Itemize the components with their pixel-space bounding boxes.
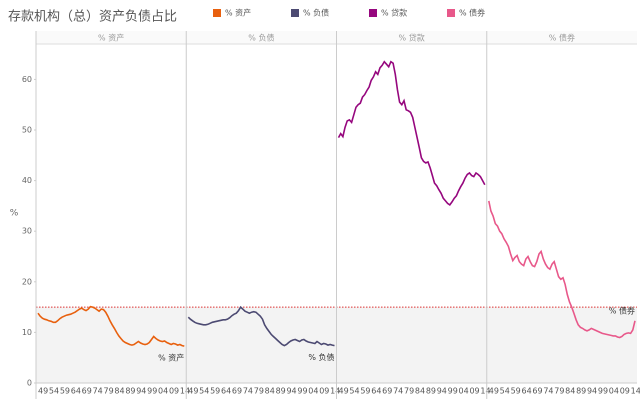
x-tick-label: 94 <box>136 387 146 396</box>
x-tick-label: 04 <box>459 387 469 396</box>
x-tick-label: 14 <box>631 387 640 396</box>
y-tick-label: 40 <box>22 176 32 185</box>
y-tick-label: 30 <box>22 227 32 236</box>
x-tick-label: 09 <box>469 387 479 396</box>
x-tick-label: 64 <box>71 387 81 396</box>
series-line <box>187 305 335 347</box>
x-tick-label: 79 <box>404 387 414 396</box>
x-tick-label: 89 <box>576 387 586 396</box>
series-line <box>37 305 185 347</box>
x-tick-label: 99 <box>598 387 608 396</box>
legend-label: % 贷款 <box>381 8 407 18</box>
legend-swatch <box>213 9 221 17</box>
y-tick-label: 60 <box>22 75 32 84</box>
x-tick-label: 09 <box>620 387 630 396</box>
x-tick-label: 84 <box>114 387 124 396</box>
x-tick-label: 54 <box>349 387 359 396</box>
x-tick-label: 59 <box>210 387 220 396</box>
series-line <box>488 200 636 339</box>
panel-header: % 资产 <box>98 33 124 43</box>
y-tick-label: 50 <box>22 126 32 135</box>
y-tick-label: 10 <box>22 328 32 337</box>
x-tick-label: 89 <box>276 387 286 396</box>
end-label: % 负债 <box>308 352 334 362</box>
x-tick-label: 54 <box>500 387 510 396</box>
x-tick-label: 49 <box>38 387 48 396</box>
x-tick-label: 89 <box>125 387 135 396</box>
x-tick-label: 54 <box>49 387 59 396</box>
x-tick-label: 74 <box>93 387 103 396</box>
x-tick-label: 89 <box>426 387 436 396</box>
x-tick-label: 79 <box>103 387 113 396</box>
x-tick-label: 94 <box>286 387 296 396</box>
x-tick-label: 74 <box>543 387 553 396</box>
legend-swatch <box>291 9 299 17</box>
x-tick-label: 09 <box>169 387 179 396</box>
x-tick-label: 79 <box>254 387 264 396</box>
series-line <box>337 60 486 206</box>
legend-label: % 债券 <box>459 8 485 18</box>
x-tick-label: 49 <box>188 387 198 396</box>
x-tick-label: 59 <box>60 387 70 396</box>
x-tick-label: 69 <box>232 387 242 396</box>
x-tick-label: 69 <box>82 387 92 396</box>
x-tick-label: 64 <box>521 387 531 396</box>
x-tick-label: 94 <box>437 387 447 396</box>
legend-label: % 负债 <box>303 8 329 18</box>
x-tick-label: 59 <box>511 387 521 396</box>
end-label: % 资产 <box>158 353 184 363</box>
x-tick-label: 74 <box>243 387 253 396</box>
panel-header: % 贷款 <box>399 33 425 43</box>
x-tick-label: 99 <box>147 387 157 396</box>
x-tick-label: 74 <box>393 387 403 396</box>
x-tick-label: 69 <box>532 387 542 396</box>
x-tick-label: 04 <box>158 387 168 396</box>
legend-swatch <box>369 9 377 17</box>
x-tick-label: 04 <box>308 387 318 396</box>
x-tick-label: 14 <box>330 387 340 396</box>
y-axis-label: % <box>10 209 19 219</box>
legend-label: % 资产 <box>225 8 251 18</box>
x-tick-label: 79 <box>554 387 564 396</box>
x-tick-label: 84 <box>415 387 425 396</box>
x-tick-label: 49 <box>339 387 349 396</box>
chart-title: 存款机构（总）资产负债占比 <box>8 10 177 25</box>
x-tick-label: 04 <box>609 387 619 396</box>
x-tick-label: 54 <box>199 387 209 396</box>
x-tick-label: 49 <box>489 387 499 396</box>
y-tick-label: 20 <box>22 277 32 286</box>
panel-header: % 债券 <box>549 33 575 43</box>
x-tick-label: 64 <box>221 387 231 396</box>
x-tick-label: 84 <box>265 387 275 396</box>
legend-swatch <box>447 9 455 17</box>
end-label: % 债券 <box>609 305 635 315</box>
x-tick-label: 84 <box>565 387 575 396</box>
panel-header: % 负债 <box>248 33 274 43</box>
x-tick-label: 99 <box>448 387 458 396</box>
x-tick-label: 64 <box>371 387 381 396</box>
x-tick-label: 69 <box>382 387 392 396</box>
x-tick-label: 94 <box>587 387 597 396</box>
x-tick-label: 14 <box>180 387 190 396</box>
x-tick-label: 99 <box>297 387 307 396</box>
x-tick-label: 14 <box>480 387 490 396</box>
x-tick-label: 59 <box>360 387 370 396</box>
y-tick-label: 0 <box>27 379 32 388</box>
x-tick-label: 09 <box>319 387 329 396</box>
